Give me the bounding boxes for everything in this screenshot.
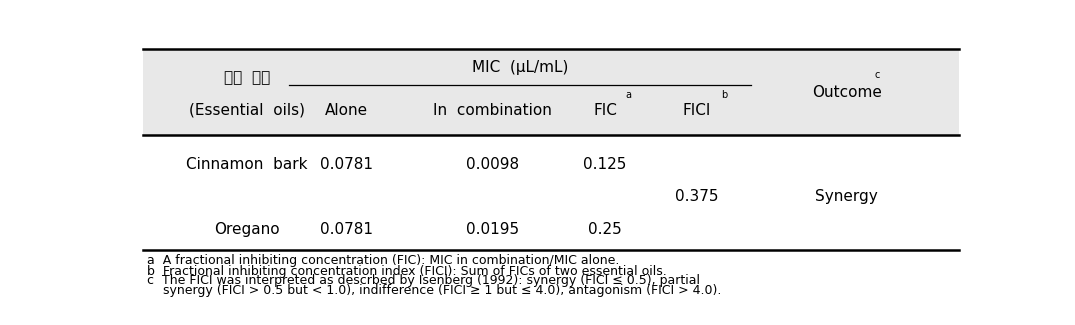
- Text: synergy (FICI > 0.5 but < 1.0), indifference (FICI ≥ 1 but ≤ 4.0), antagonism (F: synergy (FICI > 0.5 but < 1.0), indiffer…: [147, 284, 721, 297]
- Text: a: a: [626, 90, 631, 100]
- Bar: [143, 49, 959, 135]
- Text: c  The FICI was interpreted as descrbed by Isenberg (1992): synergy (FICI ≤ 0.5): c The FICI was interpreted as descrbed b…: [147, 275, 700, 288]
- Text: 0.0098: 0.0098: [467, 157, 519, 172]
- Text: 0.0781: 0.0781: [320, 157, 373, 172]
- Text: Alone: Alone: [326, 103, 369, 118]
- Text: c: c: [874, 70, 879, 80]
- Text: 천연  정유: 천연 정유: [224, 70, 270, 85]
- Text: Outcome: Outcome: [812, 85, 882, 100]
- Text: 0.0195: 0.0195: [467, 222, 519, 237]
- Text: Synergy: Synergy: [815, 189, 878, 204]
- Text: 0.375: 0.375: [675, 189, 718, 204]
- Text: 0.25: 0.25: [588, 222, 622, 237]
- Text: b  Fractional inhibiting concentration index (FICI): Sum of FICs of two essentia: b Fractional inhibiting concentration in…: [147, 265, 666, 278]
- Text: Oregano: Oregano: [214, 222, 280, 237]
- Text: (Essential  oils): (Essential oils): [189, 102, 305, 117]
- Text: Cinnamon  bark: Cinnamon bark: [186, 157, 307, 172]
- Text: FICI: FICI: [683, 103, 711, 118]
- Text: FIC: FIC: [593, 103, 617, 118]
- Text: In  combination: In combination: [433, 103, 553, 118]
- Text: b: b: [721, 90, 728, 100]
- Text: MIC  (μL/mL): MIC (μL/mL): [472, 60, 568, 75]
- Text: 0.125: 0.125: [584, 157, 627, 172]
- Text: 0.0781: 0.0781: [320, 222, 373, 237]
- Text: a  A fractional inhibiting concentration (FIC): MIC in combination/MIC alone.: a A fractional inhibiting concentration …: [147, 254, 619, 267]
